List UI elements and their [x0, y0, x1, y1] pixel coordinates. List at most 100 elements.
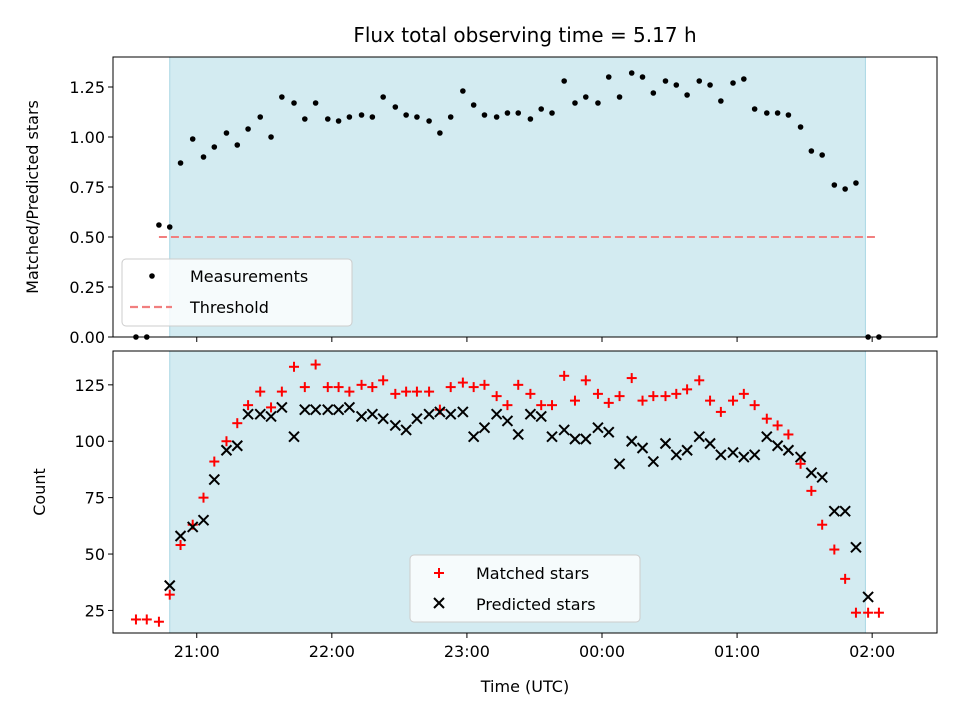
data-point: [794, 451, 807, 463]
data-point: [527, 116, 534, 122]
data-point: [424, 386, 435, 397]
data-point: [333, 382, 344, 393]
y-tick-label: 1.25: [69, 78, 105, 97]
y-tick-label: 1.00: [69, 128, 105, 147]
data-point: [200, 154, 207, 160]
data-point: [288, 431, 300, 443]
data-point: [614, 391, 625, 402]
data-point: [637, 395, 648, 406]
data-point: [828, 505, 841, 517]
data-point: [525, 388, 536, 399]
data-point: [797, 124, 804, 130]
data-point: [580, 375, 591, 386]
legend-measurements-label: Measurements: [190, 267, 308, 286]
data-point: [751, 106, 758, 112]
data-point: [493, 114, 500, 120]
data-point: [862, 591, 874, 603]
data-point: [208, 473, 221, 486]
data-point: [392, 104, 399, 110]
data-point: [481, 112, 488, 118]
data-point: [662, 78, 669, 84]
data-point: [648, 391, 659, 402]
data-point: [693, 431, 705, 443]
data-point: [198, 492, 209, 503]
data-point: [696, 78, 703, 84]
legend-measurements-marker: [149, 273, 155, 279]
data-point: [279, 94, 285, 100]
legend-predicted-label: Predicted stars: [476, 595, 596, 614]
data-point: [389, 419, 402, 432]
data-point: [378, 375, 389, 386]
y-tick-label: 50: [85, 545, 105, 564]
data-point: [177, 160, 184, 166]
data-point: [535, 410, 547, 423]
top-y-axis-label: Matched/Predicted stars: [23, 100, 42, 294]
data-point: [705, 395, 716, 406]
data-point: [401, 386, 412, 397]
data-point: [504, 110, 511, 116]
legend-matched-label: Matched stars: [476, 564, 589, 583]
data-point: [491, 391, 502, 402]
data-point: [426, 118, 432, 124]
data-point: [626, 373, 637, 384]
data-point: [639, 74, 646, 80]
data-point: [141, 614, 152, 625]
data-point: [355, 410, 368, 423]
data-point: [276, 386, 287, 397]
bottom-legend: Matched stars Predicted stars: [409, 554, 641, 623]
data-point: [628, 70, 635, 76]
data-point: [795, 458, 806, 469]
data-point: [782, 444, 795, 456]
y-tick-label: 100: [74, 432, 105, 451]
x-tick-label: 21:00: [174, 642, 220, 661]
data-point: [808, 148, 815, 154]
data-point: [561, 78, 567, 84]
data-point: [445, 382, 456, 393]
x-tick-label: 00:00: [579, 642, 625, 661]
data-point: [302, 116, 308, 122]
data-point: [819, 152, 825, 158]
data-point: [299, 382, 310, 393]
data-point: [447, 114, 454, 120]
top-legend: Measurements Threshold: [121, 258, 353, 327]
data-point: [616, 94, 623, 100]
data-point: [805, 467, 818, 479]
series-matched-stars: [130, 359, 884, 627]
data-point: [605, 74, 612, 80]
data-point: [437, 130, 443, 136]
data-point: [850, 541, 862, 553]
data-point: [515, 110, 522, 116]
data-point: [659, 437, 672, 450]
data-point: [414, 114, 420, 120]
data-point: [490, 408, 503, 420]
data-point: [276, 401, 288, 414]
data-point: [694, 375, 705, 386]
data-point: [434, 406, 446, 418]
data-point: [478, 421, 491, 434]
data-point: [211, 144, 218, 150]
data-point: [377, 412, 389, 425]
data-point: [613, 458, 626, 470]
data-point: [707, 82, 713, 88]
data-point: [335, 118, 342, 124]
legend-predicted-marker: [433, 597, 445, 609]
data-point: [670, 449, 682, 461]
data-point: [322, 382, 333, 393]
data-point: [346, 114, 353, 120]
data-point: [718, 98, 724, 104]
data-point: [457, 406, 469, 418]
data-point: [444, 408, 457, 420]
data-point: [671, 388, 682, 399]
data-point: [356, 379, 367, 390]
y-tick-label: 0.50: [69, 228, 105, 247]
data-point: [460, 88, 466, 94]
data-point: [569, 433, 581, 445]
data-point: [153, 616, 164, 627]
data-point: [738, 388, 749, 399]
data-point: [592, 388, 603, 399]
data-point: [403, 112, 409, 118]
data-point: [232, 418, 243, 429]
data-point: [411, 412, 423, 425]
data-point: [636, 442, 649, 454]
